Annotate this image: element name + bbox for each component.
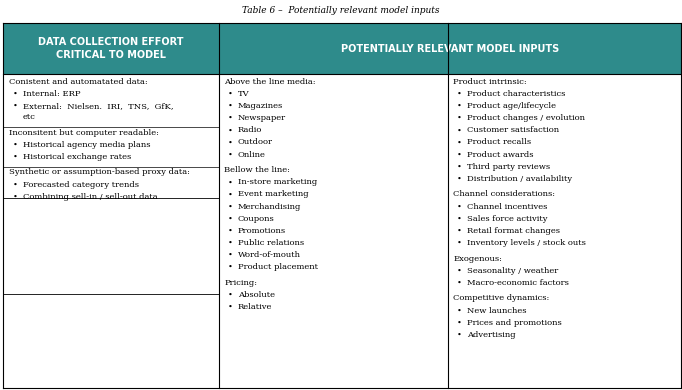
Text: Prices and promotions: Prices and promotions: [466, 319, 561, 326]
Text: Radio: Radio: [238, 126, 263, 135]
Text: Sales force activity: Sales force activity: [466, 215, 547, 223]
Text: •: •: [228, 190, 233, 199]
Text: In-store marketing: In-store marketing: [238, 178, 317, 186]
Text: Inconsitent but computer readable:: Inconsitent but computer readable:: [9, 129, 159, 136]
Text: Inventory levels / stock outs: Inventory levels / stock outs: [466, 239, 586, 247]
Text: Internal: ERP: Internal: ERP: [23, 90, 80, 98]
Text: Product characteristics: Product characteristics: [466, 90, 565, 98]
Text: •: •: [12, 181, 17, 188]
Text: •: •: [456, 138, 462, 147]
Text: •: •: [456, 90, 462, 98]
Text: Macro-economic factors: Macro-economic factors: [466, 279, 569, 287]
Text: Distribution / availability: Distribution / availability: [466, 175, 572, 183]
Text: •: •: [456, 267, 462, 275]
Bar: [219, 23, 681, 74]
Text: •: •: [12, 153, 17, 161]
Text: Magazines: Magazines: [238, 102, 283, 110]
Text: •: •: [456, 227, 462, 235]
Text: •: •: [228, 102, 233, 110]
Text: TV: TV: [238, 90, 250, 98]
Text: Combining sell-in / sell-out data: Combining sell-in / sell-out data: [23, 193, 157, 200]
Text: Competitive dynamics:: Competitive dynamics:: [453, 294, 550, 302]
Text: •: •: [228, 303, 233, 311]
Text: •: •: [456, 114, 462, 122]
Text: •: •: [12, 102, 17, 110]
Text: Online: Online: [238, 151, 266, 159]
Text: Exogenous:: Exogenous:: [453, 255, 502, 262]
Text: •: •: [228, 90, 233, 98]
Text: Product changes / evolution: Product changes / evolution: [466, 114, 584, 122]
Text: •: •: [456, 175, 462, 183]
Text: •: •: [228, 215, 233, 223]
Text: •: •: [456, 307, 462, 314]
Text: Newspaper: Newspaper: [238, 114, 286, 122]
Text: Historical exchange rates: Historical exchange rates: [23, 153, 131, 161]
Text: •: •: [456, 126, 462, 135]
Text: Product recalls: Product recalls: [466, 138, 531, 147]
Text: •: •: [12, 141, 17, 149]
Text: Third party reviews: Third party reviews: [466, 163, 550, 171]
Text: Synthetic or assumption-based proxy data:: Synthetic or assumption-based proxy data…: [9, 168, 190, 176]
Text: Advertising: Advertising: [466, 331, 516, 339]
Text: New launches: New launches: [466, 307, 527, 314]
Text: •: •: [456, 215, 462, 223]
Text: Event marketing: Event marketing: [238, 190, 308, 199]
Text: Merchandising: Merchandising: [238, 202, 301, 211]
Text: •: •: [456, 102, 462, 110]
Text: DATA COLLECTION EFFORT
CRITICAL TO MODEL: DATA COLLECTION EFFORT CRITICAL TO MODEL: [38, 37, 184, 60]
Text: Product placement: Product placement: [238, 263, 318, 271]
Text: Word-of-mouth: Word-of-mouth: [238, 251, 301, 259]
Text: •: •: [456, 279, 462, 287]
Text: Historical agency media plans: Historical agency media plans: [23, 141, 150, 149]
Text: •: •: [228, 114, 233, 122]
Text: •: •: [456, 163, 462, 171]
Text: •: •: [456, 331, 462, 339]
Text: Retail format changes: Retail format changes: [466, 227, 560, 235]
Text: Public relations: Public relations: [238, 239, 304, 247]
Text: Relative: Relative: [238, 303, 272, 311]
Text: •: •: [456, 319, 462, 326]
Text: Forecasted category trends: Forecasted category trends: [23, 181, 138, 188]
Bar: [3, 23, 219, 74]
Text: •: •: [456, 151, 462, 159]
Bar: [3, 74, 681, 388]
Text: •: •: [228, 126, 233, 135]
Text: Table 6 –  Potentially relevant model inputs: Table 6 – Potentially relevant model inp…: [242, 6, 440, 15]
Text: •: •: [456, 202, 462, 211]
Text: POTENTIALLY RELEVANT MODEL INPUTS: POTENTIALLY RELEVANT MODEL INPUTS: [340, 44, 559, 54]
Text: Seasonality / weather: Seasonality / weather: [466, 267, 558, 275]
Text: •: •: [228, 178, 233, 186]
Text: •: •: [12, 90, 17, 98]
Text: Coupons: Coupons: [238, 215, 275, 223]
Text: •: •: [228, 151, 233, 159]
Text: Product age/lifecycle: Product age/lifecycle: [466, 102, 556, 110]
Text: •: •: [228, 263, 233, 271]
Text: •: •: [12, 193, 17, 200]
Text: Channel considerations:: Channel considerations:: [453, 190, 555, 199]
Text: Bellow the line:: Bellow the line:: [224, 166, 291, 174]
Text: Outdoor: Outdoor: [238, 138, 273, 147]
Text: Product intrinsic:: Product intrinsic:: [453, 78, 527, 86]
Text: •: •: [228, 291, 233, 299]
Text: •: •: [228, 202, 233, 211]
Text: •: •: [456, 239, 462, 247]
Text: External:  Nielsen.  IRI,  TNS,  GfK,: External: Nielsen. IRI, TNS, GfK,: [23, 102, 173, 110]
Text: Above the line media:: Above the line media:: [224, 78, 316, 86]
Text: •: •: [228, 227, 233, 235]
Text: Customer satisfaction: Customer satisfaction: [466, 126, 559, 135]
Text: Pricing:: Pricing:: [224, 279, 257, 287]
Text: Conistent and automatated data:: Conistent and automatated data:: [9, 78, 147, 86]
Text: •: •: [228, 239, 233, 247]
Text: Absolute: Absolute: [238, 291, 275, 299]
Text: •: •: [228, 138, 233, 147]
Text: •: •: [228, 251, 233, 259]
Text: Promotions: Promotions: [238, 227, 286, 235]
Text: Channel incentives: Channel incentives: [466, 202, 547, 211]
Text: Product awards: Product awards: [466, 151, 533, 159]
Text: etc: etc: [23, 113, 35, 121]
